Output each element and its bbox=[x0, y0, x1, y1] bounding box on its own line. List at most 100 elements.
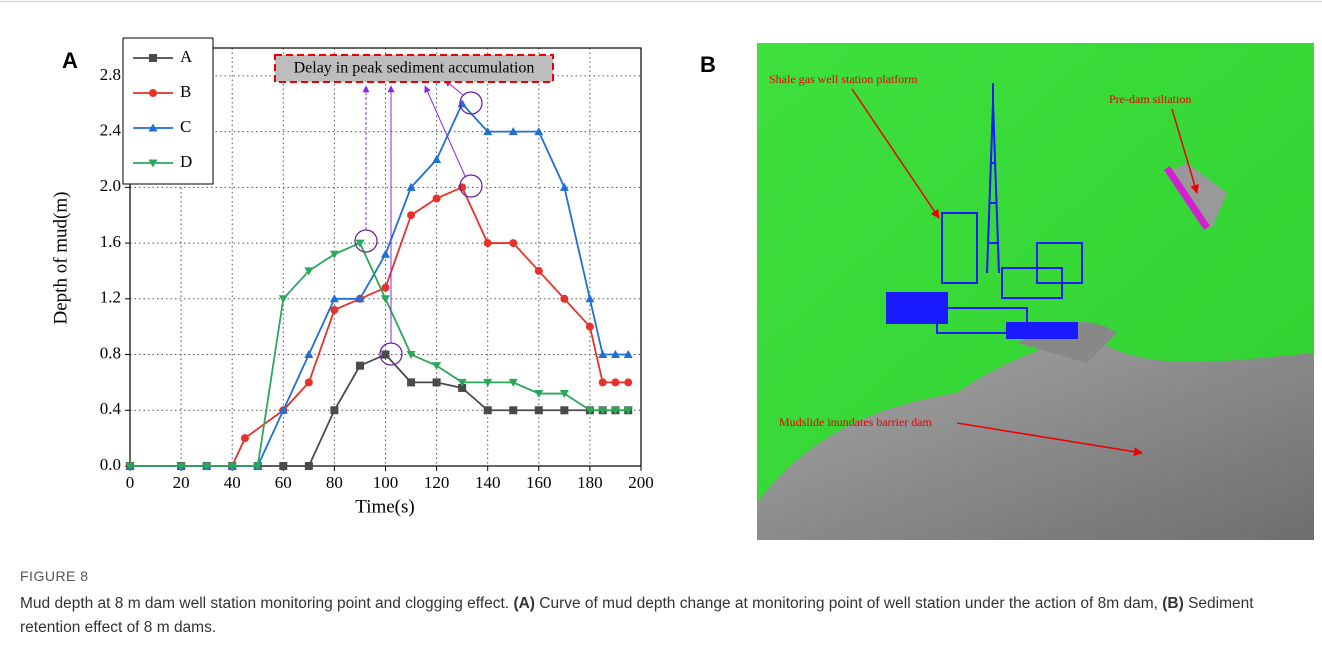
x-axis-label: Time(s) bbox=[355, 496, 414, 517]
marker bbox=[329, 294, 339, 303]
dam bbox=[1164, 166, 1210, 230]
arrow bbox=[956, 422, 1143, 457]
legend-label: B bbox=[180, 82, 191, 101]
marker bbox=[202, 462, 212, 471]
marker bbox=[176, 462, 186, 471]
marker bbox=[381, 295, 390, 304]
caption-a-text: Curve of mud depth change at monitoring … bbox=[539, 595, 1158, 612]
marker bbox=[509, 239, 518, 248]
mud-area bbox=[757, 333, 1314, 540]
y-tick-label: 2.4 bbox=[100, 121, 122, 140]
marker bbox=[598, 350, 608, 359]
y-tick-label: 2.8 bbox=[100, 65, 121, 84]
plot-frame bbox=[129, 47, 642, 467]
b-label-platform: Shale gas well station platform bbox=[769, 72, 918, 86]
marker bbox=[483, 127, 493, 136]
panel-label-b: B bbox=[700, 52, 716, 77]
legend-label: A bbox=[180, 47, 193, 66]
pre-dam-silt bbox=[1165, 163, 1227, 228]
arrow bbox=[851, 88, 940, 219]
series-line bbox=[130, 186, 629, 467]
y-tick-label: 1.6 bbox=[100, 232, 121, 251]
arrow bbox=[424, 85, 466, 177]
marker bbox=[253, 462, 263, 471]
marker bbox=[355, 239, 365, 248]
y-tick-label: 2.0 bbox=[100, 176, 121, 195]
marker bbox=[278, 295, 288, 304]
annotation: Delay in peak sediment accumulation bbox=[294, 60, 535, 77]
marker bbox=[355, 294, 365, 303]
marker bbox=[508, 127, 518, 136]
x-tick-label: 180 bbox=[577, 473, 603, 492]
caption-a-label: (A) bbox=[513, 595, 535, 612]
caption-intro: Mud depth at 8 m dam well station monito… bbox=[20, 595, 510, 612]
marker bbox=[534, 406, 543, 415]
marker bbox=[279, 462, 288, 470]
x-tick-label: 140 bbox=[475, 473, 501, 492]
marker bbox=[407, 378, 416, 387]
marker bbox=[148, 159, 158, 168]
marker bbox=[560, 406, 569, 415]
marker bbox=[458, 383, 467, 392]
marker bbox=[432, 194, 441, 203]
rig bbox=[886, 83, 1083, 339]
marker bbox=[610, 406, 620, 415]
marker bbox=[598, 378, 607, 387]
legend-box bbox=[122, 37, 214, 185]
x-tick-label: 20 bbox=[173, 473, 190, 492]
x-tick-label: 120 bbox=[424, 473, 450, 492]
marker bbox=[534, 390, 544, 399]
arrow bbox=[1171, 108, 1200, 194]
marker bbox=[623, 406, 633, 415]
x-tick-label: 0 bbox=[126, 473, 135, 492]
marker bbox=[432, 378, 441, 387]
marker bbox=[355, 361, 364, 370]
marker bbox=[278, 405, 288, 414]
marker bbox=[432, 154, 442, 163]
marker bbox=[330, 406, 339, 415]
y-axis-label: Depth of mud(m) bbox=[50, 192, 71, 325]
x-tick-label: 160 bbox=[526, 473, 552, 492]
panel-label: A bbox=[62, 48, 78, 73]
marker bbox=[610, 350, 620, 359]
marker bbox=[585, 322, 594, 331]
marker bbox=[623, 350, 633, 359]
marker bbox=[329, 250, 339, 259]
annotation-box bbox=[274, 54, 554, 83]
marker bbox=[534, 266, 543, 275]
marker bbox=[457, 99, 467, 108]
marker bbox=[304, 378, 313, 387]
y-tick-label: 0.4 bbox=[100, 399, 122, 418]
marker bbox=[483, 239, 492, 248]
b-label-siltation: Pre-dam siltation bbox=[1109, 92, 1191, 106]
marker bbox=[483, 378, 493, 387]
marker bbox=[149, 89, 157, 97]
marker bbox=[611, 378, 620, 387]
marker bbox=[406, 351, 416, 360]
marker bbox=[457, 378, 467, 387]
panel-b-image: Shale gas well station platform Pre-dam … bbox=[757, 43, 1314, 540]
y-tick-label: 1.2 bbox=[100, 288, 121, 307]
marker bbox=[508, 378, 518, 387]
highlight-circle bbox=[459, 91, 483, 115]
marker bbox=[406, 182, 416, 191]
marker bbox=[304, 350, 314, 359]
marker bbox=[227, 462, 237, 471]
marker bbox=[585, 294, 595, 303]
top-rule bbox=[0, 1, 1322, 2]
figure-number: FIGURE 8 bbox=[20, 568, 89, 584]
caption-b-label: (B) bbox=[1162, 595, 1184, 612]
marker bbox=[534, 127, 544, 136]
marker bbox=[125, 462, 135, 471]
x-tick-label: 200 bbox=[628, 473, 654, 492]
caption-b-text: Sediment retention effect of 8 m dams. bbox=[20, 595, 1254, 636]
marker bbox=[509, 406, 518, 415]
marker bbox=[598, 406, 608, 415]
marker bbox=[381, 283, 390, 292]
marker bbox=[304, 462, 313, 470]
marker bbox=[240, 434, 249, 443]
b-label-dam: Mudslide inundates barrier dam bbox=[779, 415, 933, 429]
marker bbox=[458, 183, 467, 192]
caption: Mud depth at 8 m dam well station monito… bbox=[20, 592, 1300, 640]
